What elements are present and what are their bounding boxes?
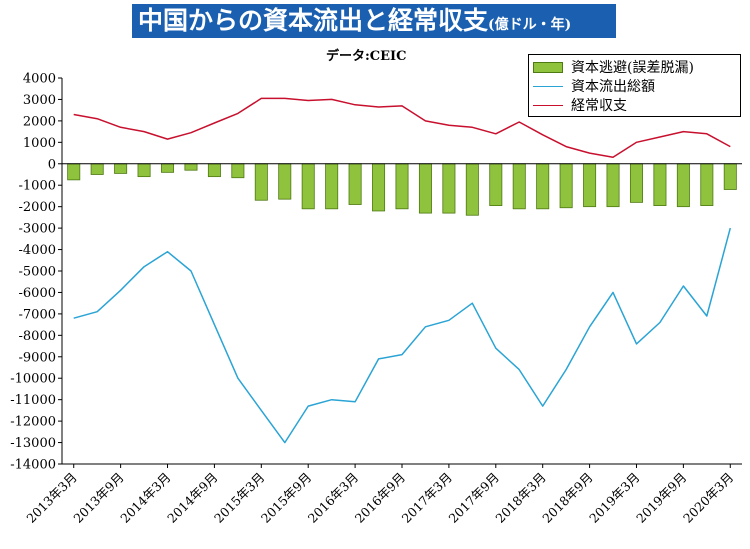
bar-capital-flight <box>301 163 315 210</box>
legend-swatch-line <box>533 85 563 87</box>
bar-capital-flight <box>372 163 386 212</box>
line-capital-outflow <box>73 227 732 444</box>
legend-item-current-account: 経常収支 <box>533 95 627 115</box>
bar-capital-flight <box>184 163 198 171</box>
bar-capital-flight <box>325 163 339 210</box>
bar-capital-flight <box>90 163 104 175</box>
y-tick-label: -11000 <box>10 393 56 408</box>
legend: 資本逃避(誤差脱漏) 資本流出総額 経常収支 <box>528 54 741 117</box>
bar-capital-flight <box>512 163 526 210</box>
y-tick-label: -1000 <box>19 179 56 194</box>
y-tick-label: -5000 <box>19 265 56 280</box>
bar-capital-flight <box>348 163 362 205</box>
bar-capital-flight <box>465 163 479 216</box>
legend-label: 資本流出総額 <box>571 79 655 95</box>
y-tick-label: 2000 <box>23 114 56 129</box>
y-tick-label: 4000 <box>23 72 56 87</box>
y-tick-label: -13000 <box>10 436 56 451</box>
y-tick-label: -8000 <box>19 329 56 344</box>
bar-capital-flight <box>137 163 151 178</box>
bar-capital-flight <box>629 163 643 203</box>
bar-capital-flight <box>114 163 128 174</box>
bar-capital-flight <box>653 163 667 206</box>
legend-swatch-line <box>533 104 563 106</box>
bar-capital-flight <box>278 163 292 200</box>
bar-capital-flight <box>489 163 503 206</box>
bar-capital-flight <box>442 163 456 214</box>
y-tick-label: -14000 <box>10 458 56 473</box>
chart-title-box: 中国からの資本流出と経常収支(億ドル・年) <box>132 4 616 38</box>
y-tick-label: 3000 <box>23 93 56 108</box>
chart-unit: (億ドル・年) <box>488 17 572 33</box>
data-source: データ:CEIC <box>326 49 407 64</box>
bar-capital-flight <box>700 163 714 206</box>
axes <box>58 77 742 468</box>
y-tick-label: -3000 <box>19 222 56 237</box>
x-tick-labels: 2013年3月2013年9月2014年3月2014年9月2015年3月2015年… <box>23 470 736 526</box>
legend-label: 経常収支 <box>571 98 627 114</box>
legend-swatch-bar <box>533 61 563 73</box>
legend-item-capital-outflow: 資本流出総額 <box>533 76 655 96</box>
bar-capital-flight <box>583 163 597 208</box>
series-lines <box>73 97 732 444</box>
y-tick-label: -7000 <box>19 307 56 322</box>
line-current-account <box>73 97 731 159</box>
capital-flight-bars <box>67 163 737 216</box>
y-tick-labels: 4000 3000 2000 1000 0 -1000 -2000 -3000 -4000 -50… <box>10 72 56 473</box>
y-tick-label: -4000 <box>19 243 56 258</box>
y-tick-label: -12000 <box>10 415 56 430</box>
y-tick-label: 0 <box>48 157 56 172</box>
x-tick-label: 2020年3月 <box>680 470 736 526</box>
bar-capital-flight <box>418 163 432 214</box>
legend-label: 資本逃避(誤差脱漏) <box>571 60 694 76</box>
chart-title: 中国からの資本流出と経常収支 <box>138 6 489 35</box>
bar-capital-flight <box>67 163 81 181</box>
y-tick-label: 1000 <box>23 136 56 151</box>
bar-capital-flight <box>536 163 550 210</box>
bar-capital-flight <box>395 163 409 210</box>
bar-capital-flight <box>207 163 221 178</box>
y-tick-label: -2000 <box>19 200 56 215</box>
y-tick-label: -10000 <box>10 372 56 387</box>
bar-capital-flight <box>231 163 245 179</box>
bar-capital-flight <box>723 163 737 190</box>
bar-capital-flight <box>254 163 268 201</box>
bar-capital-flight <box>606 163 620 208</box>
y-tick-label: -6000 <box>19 286 56 301</box>
bar-capital-flight <box>161 163 175 173</box>
bar-capital-flight <box>676 163 690 208</box>
bar-capital-flight <box>559 163 573 209</box>
y-tick-label: -9000 <box>19 350 56 365</box>
legend-item-capital-flight: 資本逃避(誤差脱漏) <box>533 57 694 77</box>
